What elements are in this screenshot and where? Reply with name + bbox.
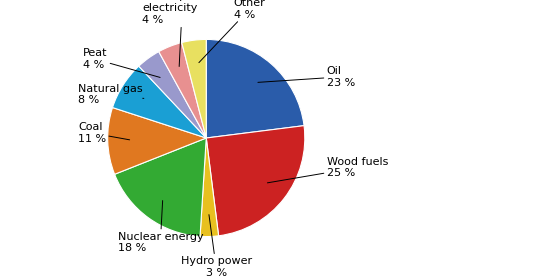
Text: Net imports of
electricity
4 %: Net imports of electricity 4 % xyxy=(142,0,222,67)
Wedge shape xyxy=(114,138,206,236)
Wedge shape xyxy=(182,39,206,138)
Wedge shape xyxy=(108,108,206,174)
Wedge shape xyxy=(200,138,218,237)
Text: Peat
4 %: Peat 4 % xyxy=(83,48,160,78)
Text: Coal
11 %: Coal 11 % xyxy=(78,122,130,144)
Text: Wood fuels
25 %: Wood fuels 25 % xyxy=(267,157,388,183)
Text: Hydro power
3 %: Hydro power 3 % xyxy=(180,215,252,276)
Wedge shape xyxy=(206,126,305,236)
Wedge shape xyxy=(206,39,304,138)
Wedge shape xyxy=(113,66,206,138)
Wedge shape xyxy=(139,52,206,138)
Wedge shape xyxy=(159,43,206,138)
Text: Nuclear energy
18 %: Nuclear energy 18 % xyxy=(118,201,203,253)
Text: Natural gas
8 %: Natural gas 8 % xyxy=(78,84,144,105)
Text: Other
4 %: Other 4 % xyxy=(199,0,266,63)
Text: Oil
23 %: Oil 23 % xyxy=(258,66,355,88)
